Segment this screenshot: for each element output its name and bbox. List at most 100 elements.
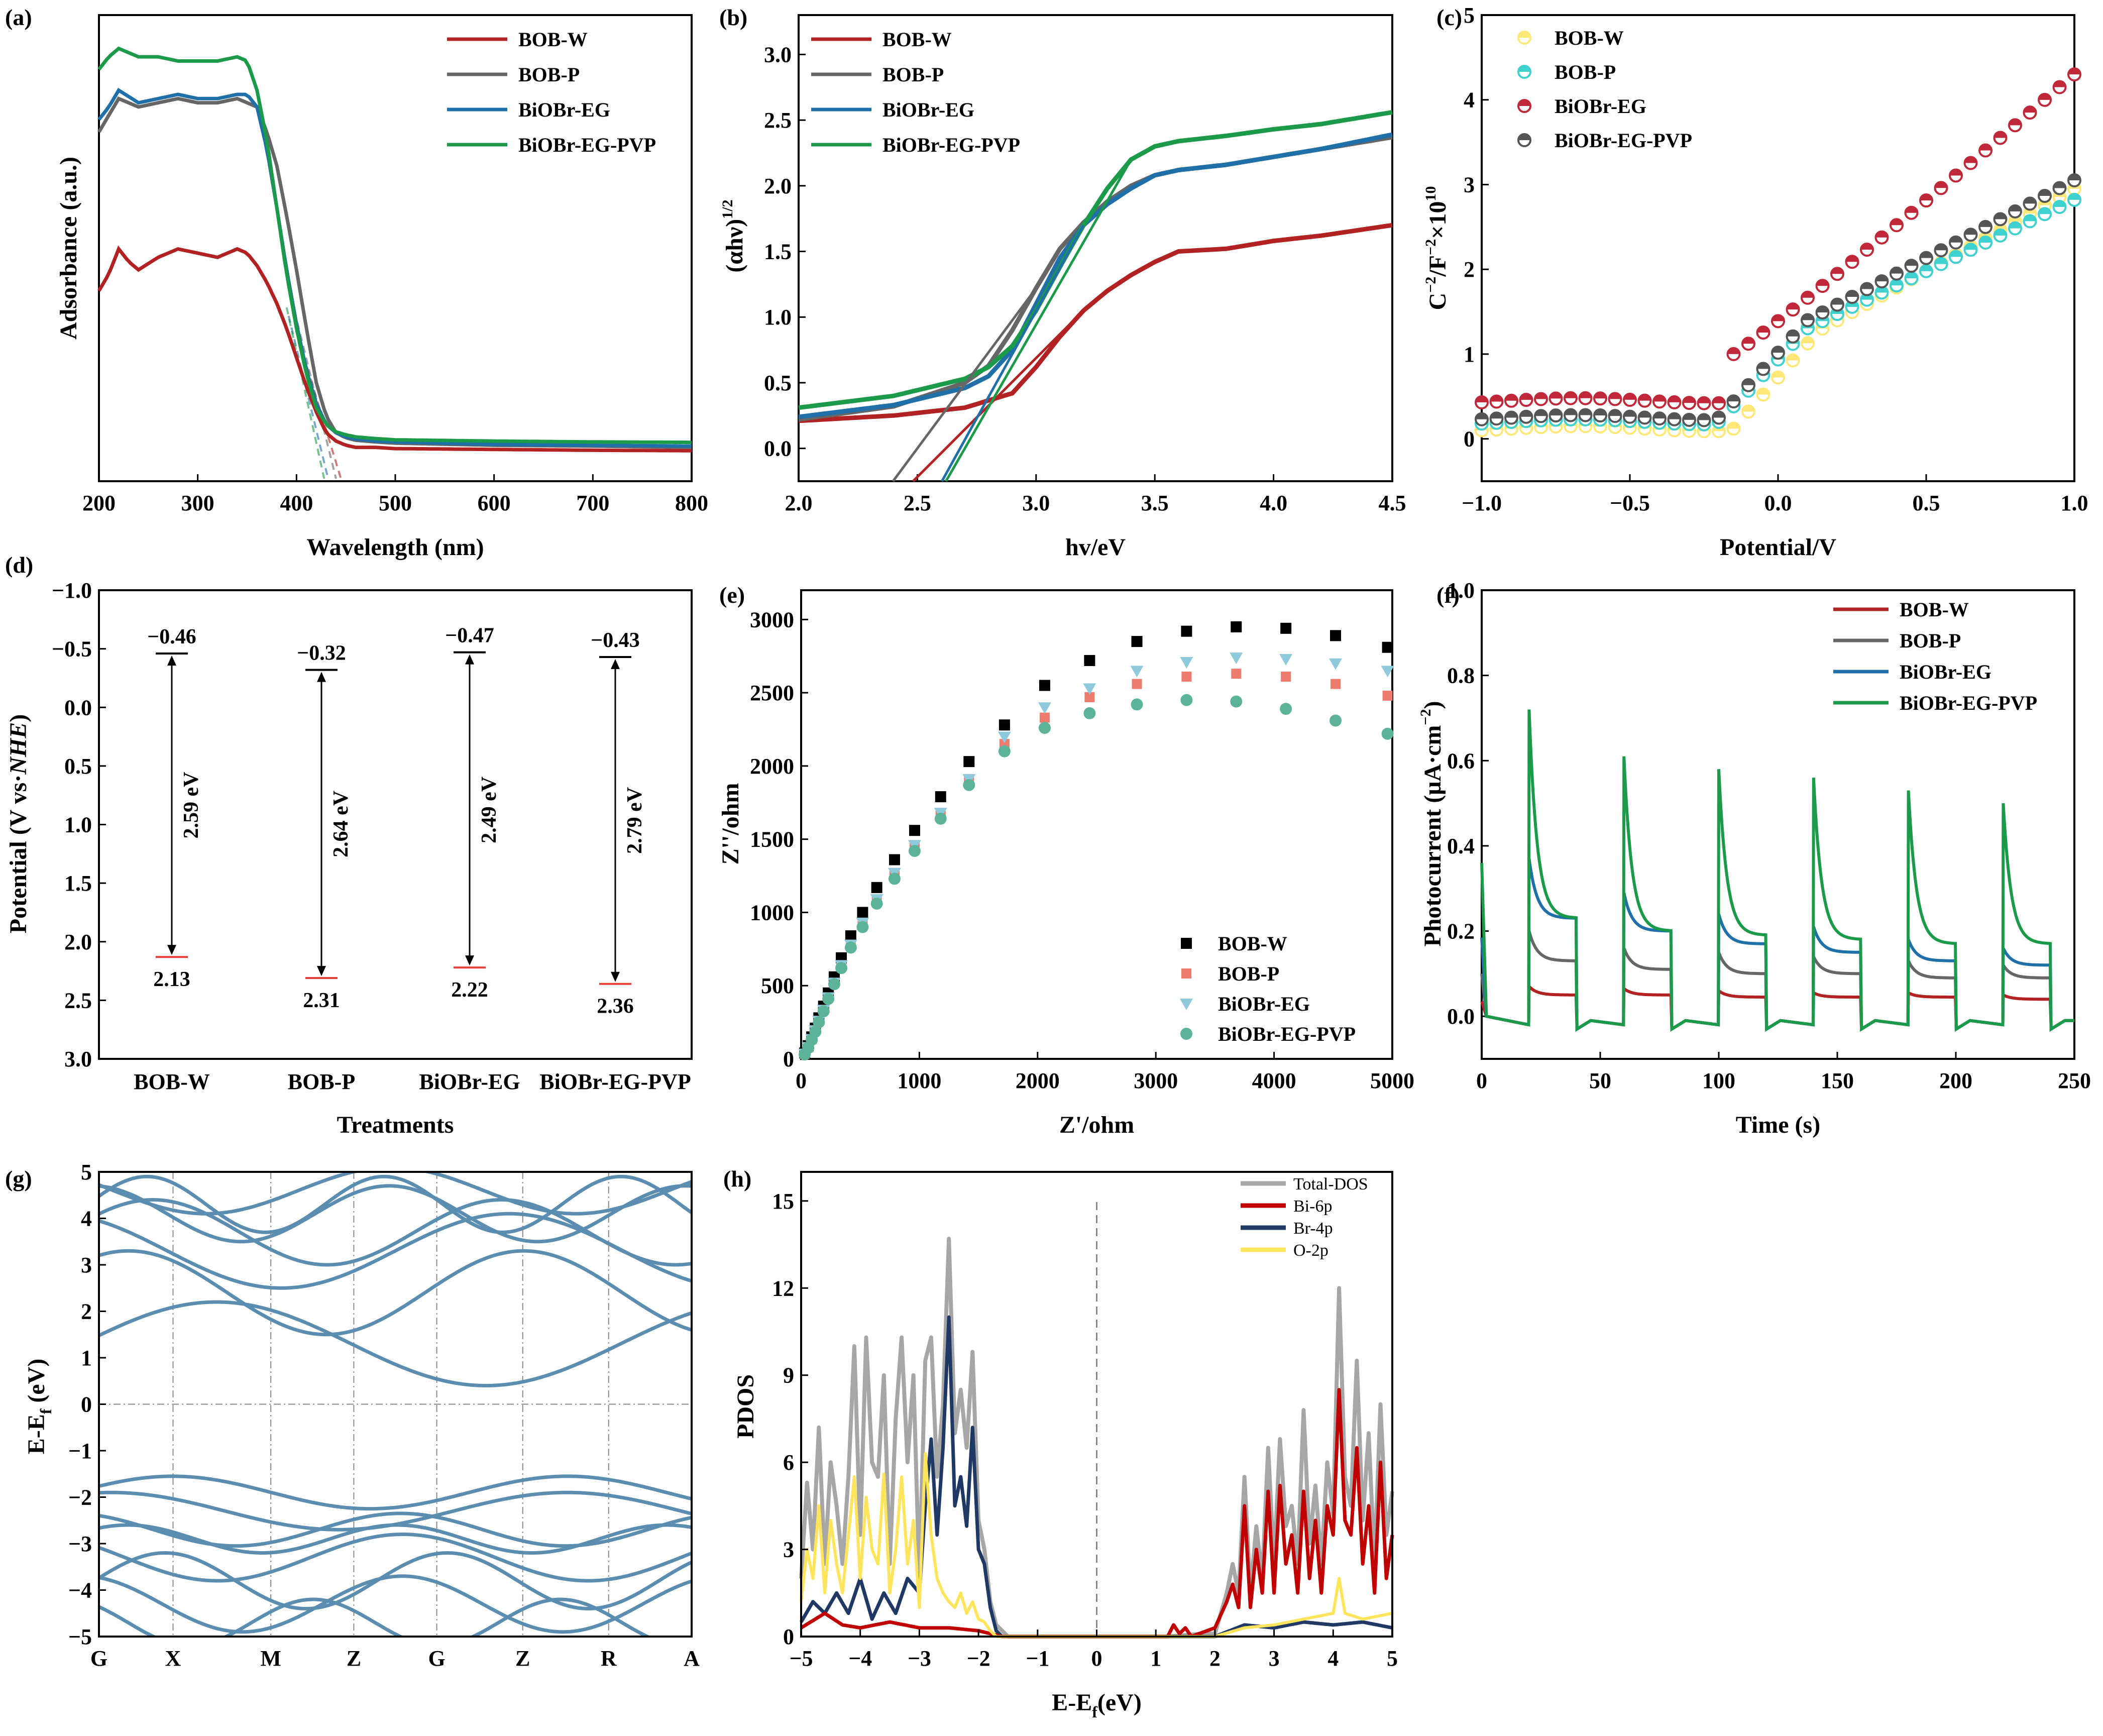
x-tick-label: 4.0 xyxy=(1260,491,1287,515)
y-tick-label: 0 xyxy=(81,1392,92,1417)
y-tick-label: 1.0 xyxy=(1447,578,1475,603)
panel-label: (b) xyxy=(719,5,747,30)
x-axis-label: Time (s) xyxy=(1736,1112,1820,1138)
legend-marker xyxy=(1180,999,1193,1010)
k-point-label: M xyxy=(260,1646,281,1671)
data-point-fill xyxy=(1935,244,1947,251)
vb-value: 2.13 xyxy=(153,968,190,991)
x-tick-label: 2.5 xyxy=(904,491,931,515)
data-point-fill xyxy=(1490,395,1503,402)
panel-label: (f) xyxy=(1436,582,1460,608)
x-axis-label: Z'/ohm xyxy=(1059,1112,1134,1138)
data-point-fill xyxy=(2053,182,2066,188)
y-tick-label: −3 xyxy=(68,1532,92,1556)
panel-b: 2.0 2.5 3.0 3.5 4.0 4.5 0.0 0.5 1.0 1.5 2.0 2.5 3.0 (… xyxy=(719,5,1406,561)
x-tick-label: 2 xyxy=(1209,1646,1221,1671)
data-point xyxy=(934,812,947,825)
data-point xyxy=(1180,694,1193,706)
y-tick-label: 6 xyxy=(783,1450,794,1475)
data-point-fill xyxy=(1964,229,1977,235)
data-point xyxy=(1039,712,1050,723)
series-line-BOB-P xyxy=(1480,930,2074,1032)
data-point-fill xyxy=(1757,388,1769,395)
data-point-fill xyxy=(1905,272,1918,279)
data-point-fill xyxy=(1609,393,1621,399)
y-tick-label: 0 xyxy=(1464,427,1475,452)
x-tick-label: −0.5 xyxy=(1610,491,1650,515)
data-point-fill xyxy=(1609,410,1621,416)
legend-marker-fill xyxy=(1518,134,1530,140)
data-point-fill xyxy=(1905,206,1918,213)
data-point-fill xyxy=(1846,256,1858,262)
x-tick-label: 2.0 xyxy=(785,491,813,515)
y-axis-label: Adsorbance (a.u.) xyxy=(55,157,82,340)
data-point-fill xyxy=(1683,413,1695,420)
series-line-BiOBr-EG-PVP xyxy=(1480,709,2074,1032)
data-point-fill xyxy=(1653,412,1666,419)
series-line-BOB-P xyxy=(798,135,1393,422)
y-tick-label: 2.5 xyxy=(764,108,792,133)
y-tick-label: 5 xyxy=(1464,3,1475,28)
y-tick-label: 0.0 xyxy=(1447,1004,1475,1029)
x-tick-label: 200 xyxy=(1939,1068,1972,1093)
data-point-fill xyxy=(1476,413,1488,419)
y-tick-label: 3.0 xyxy=(64,1047,92,1071)
band-lines xyxy=(99,1172,692,1637)
data-point xyxy=(1330,630,1342,641)
legend-marker xyxy=(1180,1028,1192,1040)
data-point-fill xyxy=(1535,410,1547,416)
y-tick-label: 500 xyxy=(761,973,794,998)
data-point-fill xyxy=(1579,392,1592,398)
data-point-fill xyxy=(1816,280,1829,286)
series-line-BiOBr-EG-PVP xyxy=(97,46,692,445)
series-line-BiOBr-EG xyxy=(97,87,692,448)
data-point-fill xyxy=(1950,169,1962,176)
band-line xyxy=(99,1300,692,1387)
y-tick-label: 1.5 xyxy=(764,240,792,264)
legend-label: BiOBr-EG-PVP xyxy=(882,134,1020,156)
x-axis-label: Wavelength (nm) xyxy=(306,534,484,561)
x-tick-label: 800 xyxy=(675,491,708,515)
data-point-fill xyxy=(1802,314,1814,320)
legend-label: Br-4p xyxy=(1293,1219,1333,1238)
data-point xyxy=(1083,683,1096,695)
panel-label: (c) xyxy=(1436,5,1462,30)
tangent-line xyxy=(892,287,1037,482)
x-tick-label: −4 xyxy=(848,1646,872,1671)
x-tick-label: 50 xyxy=(1589,1068,1611,1093)
data-point-fill xyxy=(1861,283,1873,289)
data-point-fill xyxy=(1757,327,1769,333)
panel-g: −5 −4 −3 −2 −1 0 1 2 3 4 5 G X M Z G Z R A (g) E-Ef (eV) xyxy=(5,1160,700,1671)
x-tick-label: 4.5 xyxy=(1379,491,1406,515)
data-point-fill xyxy=(1772,347,1784,353)
data-point-fill xyxy=(1772,315,1784,321)
panel-label: (d) xyxy=(5,552,33,578)
y-tick-label: 4 xyxy=(81,1207,92,1231)
data-point-fill xyxy=(1668,413,1681,419)
legend-label: BOB-P xyxy=(1218,962,1279,985)
x-tick-label: 0 xyxy=(1091,1646,1102,1671)
data-point-fill xyxy=(1638,411,1651,418)
k-point-label: R xyxy=(601,1646,617,1671)
x-tick-label: 5 xyxy=(1387,1646,1398,1671)
k-point-label: Z xyxy=(347,1646,361,1671)
y-tick-label: 2000 xyxy=(750,754,794,779)
axes-frame xyxy=(98,14,693,482)
y-tick-label: 9 xyxy=(783,1363,794,1388)
series-line-BiOBr-EG xyxy=(798,132,1393,419)
data-point-fill xyxy=(2068,68,2080,75)
x-tick-label: −1.0 xyxy=(1462,491,1502,515)
data-point-fill xyxy=(1875,231,1888,238)
y-tick-label: −1 xyxy=(68,1439,92,1463)
data-point xyxy=(1230,695,1243,708)
gap-value: 2.49 eV xyxy=(478,777,501,843)
band-line xyxy=(99,1172,692,1216)
data-point-fill xyxy=(1757,363,1769,369)
data-point xyxy=(844,941,857,954)
y-tick-label: −5 xyxy=(68,1624,92,1649)
y-tick-label: 2.5 xyxy=(64,988,92,1013)
gap-value: 2.59 eV xyxy=(180,772,203,839)
y-tick-label: 0.8 xyxy=(1447,664,1475,688)
data-point-fill xyxy=(1964,157,1977,163)
band-line xyxy=(99,1574,692,1634)
